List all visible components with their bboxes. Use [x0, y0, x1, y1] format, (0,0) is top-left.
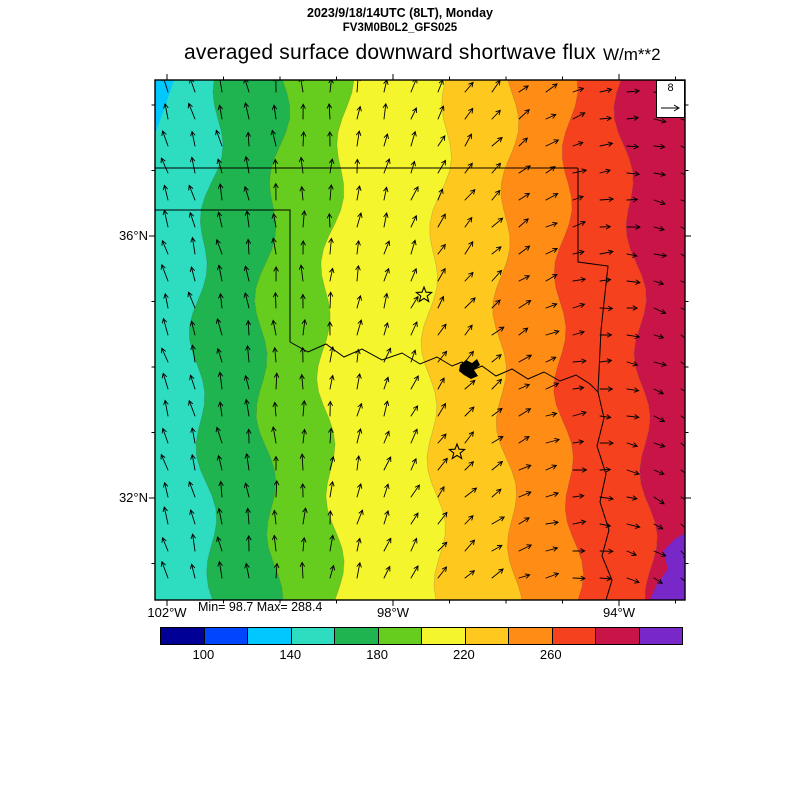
wind-vector-field: [160, 80, 685, 584]
state-border: [155, 209, 291, 342]
units-label: W/m**2: [603, 45, 661, 64]
colorbar-cell: [552, 628, 596, 644]
colorbar-cell: [161, 628, 205, 644]
colorbar-cell: [509, 628, 553, 644]
colorbar-cell: [378, 628, 422, 644]
colorbar-cell: [248, 628, 292, 644]
model-id-title: FV3M0B0L2_GFS025: [342, 22, 458, 34]
colorbar-cell: [204, 628, 248, 644]
colorbar-cell: [422, 628, 466, 644]
contour-band: [614, 80, 685, 600]
min-max-stats: Min= 98.7 Max= 288.4: [198, 600, 323, 614]
colorbar-cell: [465, 628, 509, 644]
map-layers: [155, 80, 685, 600]
colorbar-cell: [639, 628, 682, 644]
page-title: averaged surface downward shortwave flux: [184, 41, 596, 64]
contour-band: [421, 80, 523, 600]
map-frame: [154, 79, 686, 601]
contour-band: [492, 80, 584, 600]
reference-vector-value: 8: [667, 82, 674, 94]
reference-vector-arrow-icon: [660, 104, 680, 112]
colorbar-cell: [291, 628, 335, 644]
location-star-marker: [447, 442, 467, 460]
location-star-marker: [414, 285, 434, 303]
valid-time-title: 2023/9/18/14UTC (8LT), Monday: [307, 6, 493, 20]
lake-feature: [459, 359, 480, 379]
colorbar: [160, 627, 683, 645]
colorbar-cell: [335, 628, 379, 644]
state-border: [577, 168, 609, 393]
state-border: [289, 341, 599, 393]
colorbar-cell: [596, 628, 640, 644]
axis-ticks: [149, 74, 691, 606]
state-border: [596, 391, 613, 600]
contour-band: [316, 80, 452, 600]
reference-vector-box: 8: [656, 80, 685, 118]
